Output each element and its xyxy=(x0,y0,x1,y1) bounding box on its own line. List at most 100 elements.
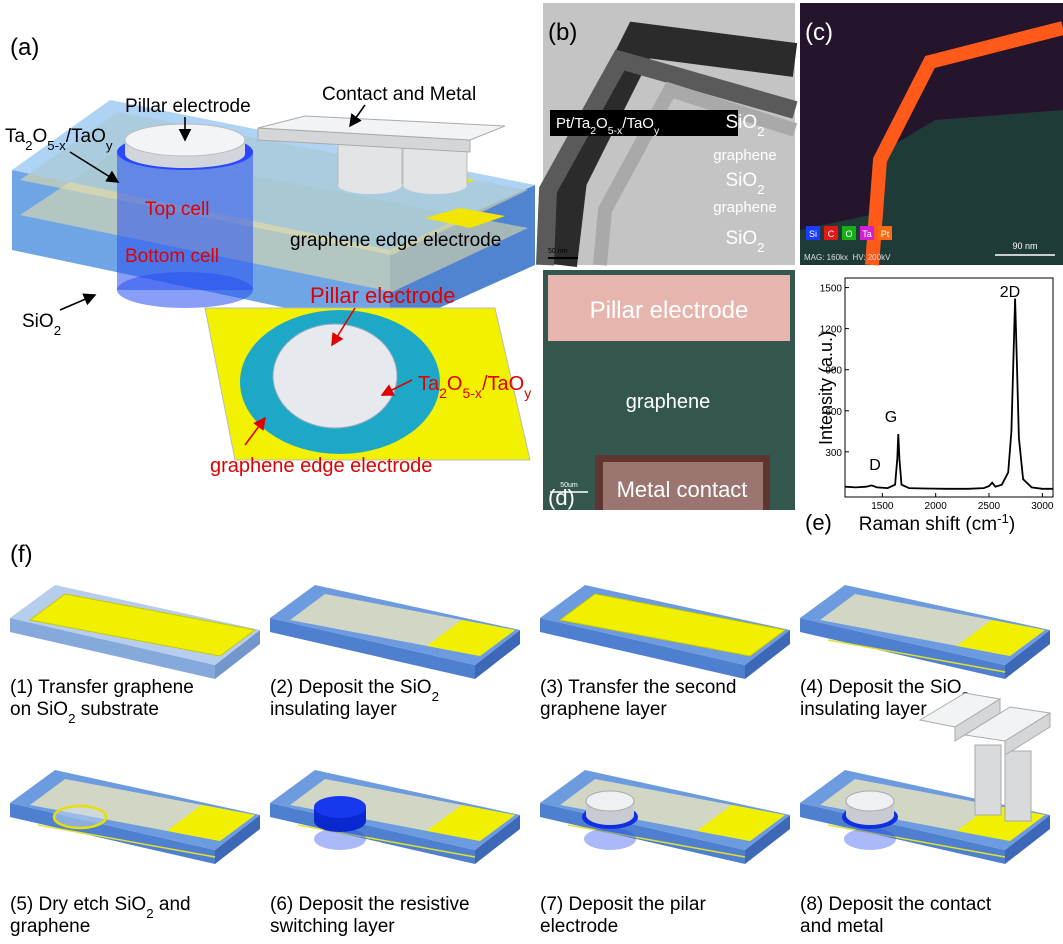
y-tick-label: 1500 xyxy=(820,284,843,295)
text-run: insulating layer xyxy=(270,699,397,720)
label: MAG: 160kx HV: 200kV xyxy=(804,253,891,262)
text-run: Top cell xyxy=(145,199,209,220)
step-caption: (7) Deposit the pilar xyxy=(540,894,706,915)
label: graphene edge electrode xyxy=(290,230,501,251)
text-run: -1 xyxy=(997,511,1009,526)
text-run: (3) Transfer the second xyxy=(540,677,736,698)
switching-top xyxy=(314,796,366,818)
panel-label: (b) xyxy=(548,19,577,46)
label: O xyxy=(845,229,852,239)
text-run: Ta xyxy=(5,126,26,147)
text-run: graphene layer xyxy=(540,699,667,720)
text-run: graphene xyxy=(10,916,90,937)
text-run: (5) Dry etch SiO xyxy=(10,894,146,915)
label: Raman shift (cm-1) xyxy=(859,511,1015,536)
text-run: ) xyxy=(1009,514,1015,535)
text-run: /TaO xyxy=(482,373,524,395)
peak-label: D xyxy=(869,457,881,474)
text-run: O xyxy=(32,126,47,147)
peak-label: 2D xyxy=(1000,284,1020,301)
step-caption: insulating layer xyxy=(800,699,927,720)
text-run: Pillar electrode xyxy=(125,96,251,117)
text-run: O xyxy=(596,115,608,132)
text-run: /TaO xyxy=(66,126,106,147)
pillar-sleeve xyxy=(117,150,253,290)
arrow xyxy=(60,295,95,310)
y-tick-label: 300 xyxy=(825,448,842,459)
text-run: O xyxy=(447,373,463,395)
label: Top cell xyxy=(145,199,209,220)
pillar-top xyxy=(586,791,634,811)
text-run: y xyxy=(654,125,660,137)
etched-hole xyxy=(54,806,106,828)
text-run: graphene xyxy=(713,147,776,164)
step-caption: electrode xyxy=(540,916,618,937)
text-run: 2 xyxy=(146,906,153,921)
text-run: graphene edge electrode xyxy=(290,230,501,251)
text-run: 2 xyxy=(757,240,764,255)
text-run: (6) Deposit the resistive xyxy=(270,894,470,915)
label: 50 nm xyxy=(548,248,568,255)
text-run: 90 nm xyxy=(1012,241,1037,251)
text-run: insulating layer xyxy=(800,699,927,720)
step-caption: (1) Transfer graphene xyxy=(10,677,194,698)
label: Metal contact xyxy=(617,477,748,502)
text-run: Intensity (a.u.) xyxy=(816,331,836,445)
text-run: 50um xyxy=(560,482,578,489)
label: graphene xyxy=(626,391,711,413)
text-run: (c) xyxy=(805,19,833,46)
panel-label: (a) xyxy=(10,34,39,61)
pillar-top xyxy=(846,791,894,811)
text-run: O xyxy=(845,229,852,239)
step-caption: graphene xyxy=(10,916,90,937)
text-run: on SiO xyxy=(10,699,68,720)
contact-post xyxy=(338,176,402,194)
panel-label: (c) xyxy=(805,19,833,46)
text-run: graphene edge electrode xyxy=(210,455,432,477)
text-run: C xyxy=(828,229,835,239)
text-run: 2 xyxy=(25,138,32,153)
label: 90 nm xyxy=(1012,241,1037,251)
text-run: (1) Transfer graphene xyxy=(10,677,194,698)
text-run: graphene xyxy=(626,391,711,413)
x-tick-label: 2000 xyxy=(925,501,948,512)
text-run: 2 xyxy=(54,323,61,338)
text-run: SiO xyxy=(725,112,757,133)
text-run: Bottom cell xyxy=(125,246,219,267)
text-run: Pillar electrode xyxy=(590,297,749,324)
text-run: 5-x xyxy=(462,385,481,401)
label: 50um xyxy=(560,482,578,489)
peak-label: G xyxy=(885,409,897,426)
text-run: D xyxy=(869,457,881,474)
text-run: 50 nm xyxy=(548,248,568,255)
label: Bottom cell xyxy=(125,246,219,267)
text-run: electrode xyxy=(540,916,618,937)
text-run: (2) Deposit the SiO xyxy=(270,677,432,698)
text-run: 2 xyxy=(439,385,447,401)
text-run: y xyxy=(524,385,531,401)
text-run: 2 xyxy=(757,182,764,197)
contact-post xyxy=(975,745,1001,815)
step-caption: and metal xyxy=(800,916,883,937)
label: graphene xyxy=(713,147,776,164)
label: Pt xyxy=(881,229,890,239)
text-run: Si xyxy=(809,229,817,239)
text-run: 2 xyxy=(432,689,439,704)
text-run: 2D xyxy=(1000,284,1020,301)
text-run: Ta xyxy=(862,229,872,239)
text-run: 2 xyxy=(68,711,75,726)
text-run: y xyxy=(106,138,113,153)
text-run: (8) Deposit the contact xyxy=(800,894,992,915)
x-tick-label: 1500 xyxy=(871,501,894,512)
label: graphene edge electrode xyxy=(210,455,432,477)
label: Ta xyxy=(862,229,872,239)
text-run: Metal contact xyxy=(617,477,748,502)
text-run: G xyxy=(885,409,897,426)
contact-post xyxy=(403,176,467,194)
text-run: (e) xyxy=(805,510,832,535)
text-run: and metal xyxy=(800,916,883,937)
text-run: Raman shift (cm xyxy=(859,514,997,535)
text-run: and xyxy=(154,894,191,915)
text-run: Pillar electrode xyxy=(310,283,456,308)
label: Pillar electrode xyxy=(310,283,456,308)
